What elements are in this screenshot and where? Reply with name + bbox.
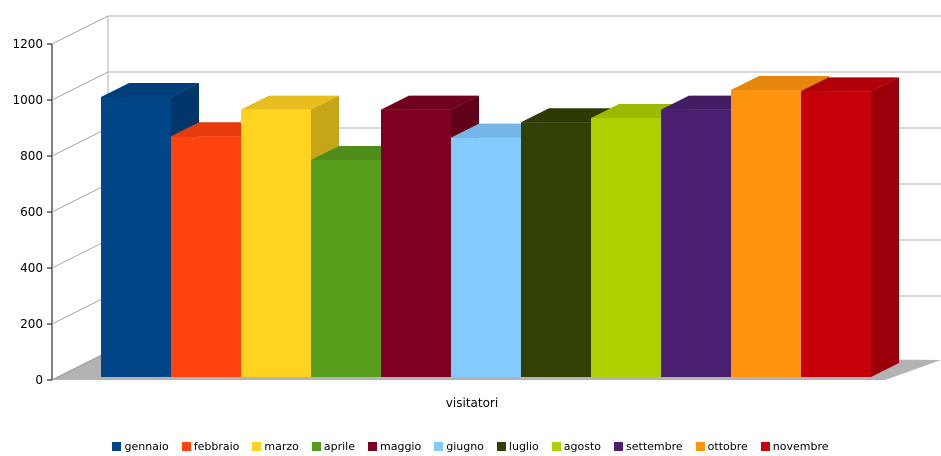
bar-front-face xyxy=(311,160,381,377)
legend-item-aprile: aprile xyxy=(311,439,355,453)
y-axis-ticks: 0 200 400 600 800 1000 1200 xyxy=(12,37,52,387)
x-axis-label: visitatori xyxy=(446,396,498,410)
side-gridline xyxy=(51,127,109,157)
side-gridline xyxy=(51,15,109,45)
y-tick-label: 800 xyxy=(20,149,43,163)
bar-top-face xyxy=(731,76,829,90)
bar-front-face xyxy=(101,97,171,377)
bar-front-face xyxy=(451,137,521,377)
legend-swatch xyxy=(496,441,506,451)
bar-front-face xyxy=(381,109,451,377)
y-tick-label: 200 xyxy=(20,317,43,331)
legend-swatch xyxy=(551,441,561,451)
bar-side-face xyxy=(871,77,899,378)
legend-swatch xyxy=(181,441,191,451)
legend-label: agosto xyxy=(563,439,602,453)
bar-top-face xyxy=(241,95,339,110)
y-tick-label: 1000 xyxy=(12,93,43,107)
legend-label: aprile xyxy=(323,439,355,453)
bar-front-face xyxy=(731,90,801,377)
legend-label: febbraio xyxy=(193,439,240,453)
legend-item-giugno: giugno xyxy=(434,440,484,453)
legend-label: luglio xyxy=(508,439,539,453)
side-gridline xyxy=(51,71,109,101)
bar-top-face xyxy=(801,77,899,92)
y-tick-label: 400 xyxy=(20,261,43,275)
legend-label: maggio xyxy=(380,439,422,453)
chart-legend: gennaio febbraio marzo aprile maggio giugno lu… xyxy=(0,438,941,454)
legend-item-febbraio: febbraio xyxy=(181,439,240,453)
bar-front-face xyxy=(171,136,241,377)
legend-item-agosto: agosto xyxy=(551,439,602,453)
legend-item-luglio: luglio xyxy=(496,439,539,453)
legend-swatch xyxy=(614,441,624,451)
bar-top-face xyxy=(101,83,199,97)
bar-front-face xyxy=(591,118,661,377)
bar-front-face xyxy=(521,122,591,377)
legend-swatch xyxy=(252,441,262,451)
legend-label: settembre xyxy=(626,439,683,453)
legend-item-novembre: novembre xyxy=(760,439,829,453)
bar-front-face xyxy=(801,91,871,378)
legend-label: giugno xyxy=(446,439,484,453)
side-gridline xyxy=(51,351,109,381)
bar-front-face xyxy=(241,109,311,377)
bar-front-face xyxy=(661,109,731,377)
legend-swatch xyxy=(760,441,770,451)
legend-swatch xyxy=(112,441,122,451)
y-tick-label: 0 xyxy=(35,373,43,387)
side-gridline xyxy=(51,183,109,213)
legend-item-gennaio: gennaio xyxy=(112,439,169,453)
bar-ottobre xyxy=(731,76,829,377)
legend-label: marzo xyxy=(264,439,299,453)
bar-novembre xyxy=(801,77,899,378)
legend-label: gennaio xyxy=(124,439,169,453)
side-gridline xyxy=(51,295,109,325)
chart-bars xyxy=(101,76,899,378)
y-tick-label: 1200 xyxy=(12,37,43,51)
legend-swatch xyxy=(695,441,705,451)
y-tick-label: 600 xyxy=(20,205,43,219)
legend-item-ottobre: ottobre xyxy=(695,439,748,453)
legend-swatch xyxy=(434,441,444,451)
legend-item-maggio: maggio xyxy=(368,440,421,453)
legend-item-marzo: marzo xyxy=(252,439,299,453)
bar-top-face xyxy=(381,95,479,110)
side-gridline xyxy=(51,239,109,269)
legend-label: ottobre xyxy=(707,439,748,453)
legend-item-settembre: settembre xyxy=(614,440,683,453)
legend-swatch xyxy=(311,441,321,451)
legend-label: novembre xyxy=(772,439,829,453)
legend-swatch xyxy=(368,441,377,451)
